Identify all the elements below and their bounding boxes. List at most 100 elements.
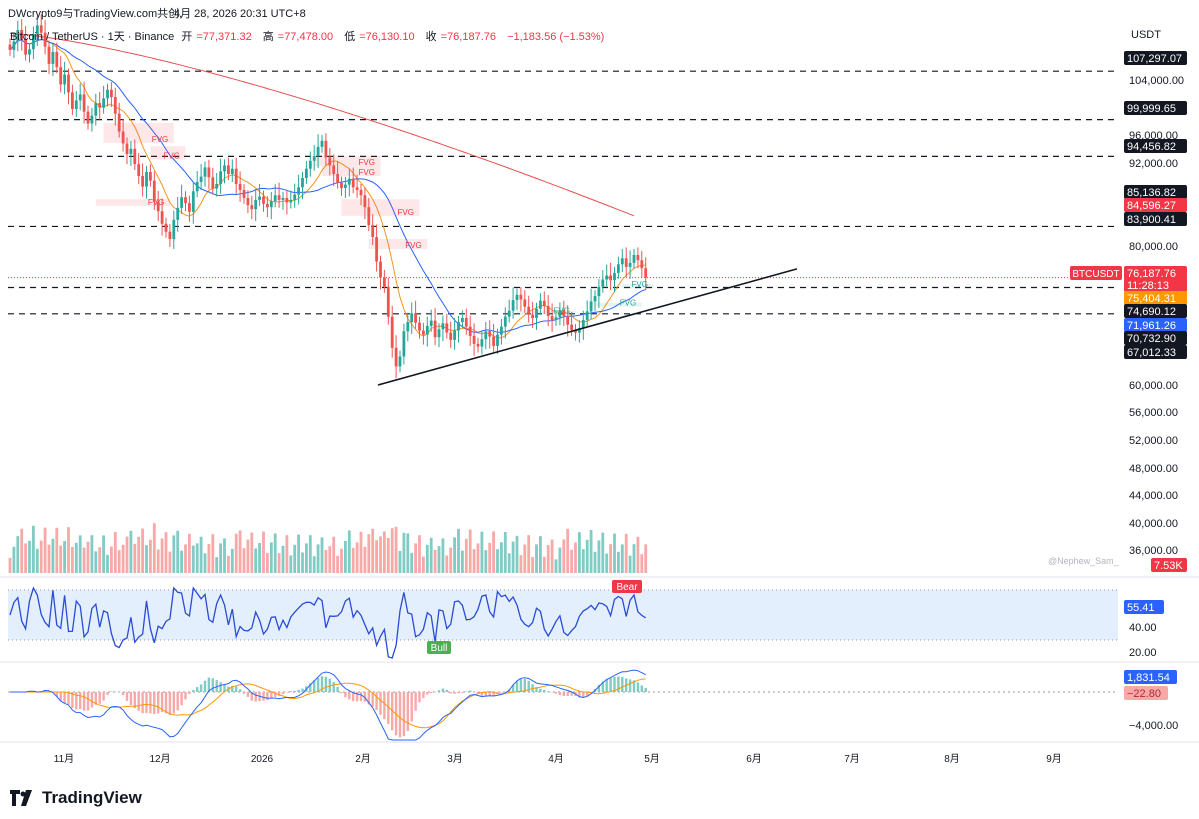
macd-histogram-bar — [176, 692, 179, 711]
candle-body — [28, 49, 31, 55]
x-axis-tick-label: 2026 — [251, 754, 274, 765]
macd-histogram-bar — [266, 692, 269, 701]
candle-body — [152, 180, 156, 202]
candle-body — [12, 41, 16, 50]
volume-bar — [589, 530, 593, 573]
volume-bar — [215, 557, 219, 573]
candle-body — [394, 347, 398, 367]
candle-body — [90, 115, 94, 124]
candle-body — [74, 100, 78, 109]
macd-histogram-bar — [114, 691, 117, 692]
volume-bar — [351, 547, 355, 573]
macd-histogram-bar — [426, 692, 429, 695]
volume-bar — [227, 555, 230, 573]
low-value: =76,130.10 — [359, 31, 415, 43]
candle-body — [418, 322, 421, 331]
candle-body — [246, 197, 250, 206]
candle-body — [316, 146, 320, 157]
volume-bar — [375, 540, 378, 573]
candle-body — [43, 32, 47, 47]
volume-bar — [113, 532, 117, 573]
candle-body — [480, 339, 484, 347]
volume-bar — [437, 546, 441, 573]
macd-histogram-bar — [133, 692, 136, 709]
macd-histogram-bar — [79, 692, 82, 709]
volume-bar — [418, 535, 421, 573]
volume-bar — [562, 539, 566, 573]
volume-bar — [628, 555, 632, 573]
candle-body — [422, 330, 425, 335]
candle-body — [414, 313, 417, 323]
y-axis-tick-label: 80,000.00 — [1129, 241, 1178, 253]
volume-bar — [133, 543, 137, 573]
volume-bar — [71, 547, 74, 573]
signal-value-tag — [1124, 686, 1168, 700]
macd-histogram-bar — [324, 676, 328, 692]
candle-body — [199, 176, 203, 182]
candle-body — [51, 51, 55, 64]
volume-bar — [394, 526, 398, 573]
red-ma-line — [9, 32, 635, 217]
macd-histogram-bar — [355, 692, 359, 702]
volume-bar — [258, 543, 261, 573]
macd-histogram-bar — [184, 692, 187, 700]
candle-body — [141, 176, 144, 187]
x-axis-tick-label: 9月 — [1046, 753, 1062, 765]
macd-histogram-bar — [250, 692, 253, 701]
volume-bar — [566, 528, 570, 573]
candle-body — [410, 313, 414, 322]
macd-histogram-bar — [492, 692, 495, 696]
candle-body — [433, 320, 437, 338]
macd-histogram-bar — [59, 692, 62, 702]
candle-body — [453, 330, 456, 340]
volume-bar — [51, 538, 55, 573]
volume-bar — [605, 553, 609, 573]
candle-body — [301, 178, 304, 188]
macd-histogram-bar — [106, 692, 109, 695]
volume-bar — [32, 525, 35, 573]
volume-bar — [585, 539, 589, 573]
price-tag-label: 75,404.31 — [1127, 293, 1176, 305]
price-tag-label: 84,596.27 — [1127, 200, 1176, 212]
candle-body — [219, 171, 222, 184]
macd-histogram-bar — [359, 692, 363, 702]
fvg-zone — [314, 156, 381, 167]
candle-body — [468, 326, 472, 336]
volume-bar — [476, 543, 480, 573]
macd-histogram-bar — [515, 681, 519, 692]
volume-bar — [78, 535, 82, 573]
volume-bar — [74, 542, 78, 573]
candle-body — [164, 223, 168, 232]
macd-histogram-bar — [219, 682, 222, 692]
volume-bar — [90, 535, 94, 573]
macd-histogram-bar — [418, 692, 421, 703]
candle-body — [613, 272, 616, 281]
macd-histogram-bar — [196, 687, 199, 692]
candle-body — [500, 326, 503, 335]
candle-body — [457, 321, 460, 331]
candle-body — [324, 140, 328, 158]
candle-body — [449, 332, 453, 340]
symbol-name[interactable]: Bitcoin / TetherUS · 1天 · Binance — [10, 31, 175, 43]
macd-histogram-bar — [488, 692, 491, 697]
candle-body — [515, 294, 519, 301]
candle-body — [102, 98, 105, 108]
volume-bar — [55, 527, 59, 573]
volume-bar — [20, 528, 24, 573]
macd-histogram-bar — [562, 692, 565, 697]
macd-histogram-bar — [254, 692, 257, 702]
tradingview-logo[interactable]: TradingView — [10, 788, 142, 808]
macd-histogram-bar — [543, 689, 546, 692]
candle-body — [110, 89, 113, 98]
macd-histogram-bar — [484, 692, 487, 697]
macd-histogram-bar — [332, 681, 335, 692]
volume-bar — [503, 532, 507, 573]
macd-histogram-bar — [352, 692, 355, 702]
macd-histogram-bar — [457, 692, 460, 694]
candle-body — [574, 329, 577, 333]
candle-body — [550, 316, 554, 320]
fvg-zone — [368, 239, 428, 249]
candle-body — [125, 143, 129, 155]
candle-body — [503, 316, 507, 327]
